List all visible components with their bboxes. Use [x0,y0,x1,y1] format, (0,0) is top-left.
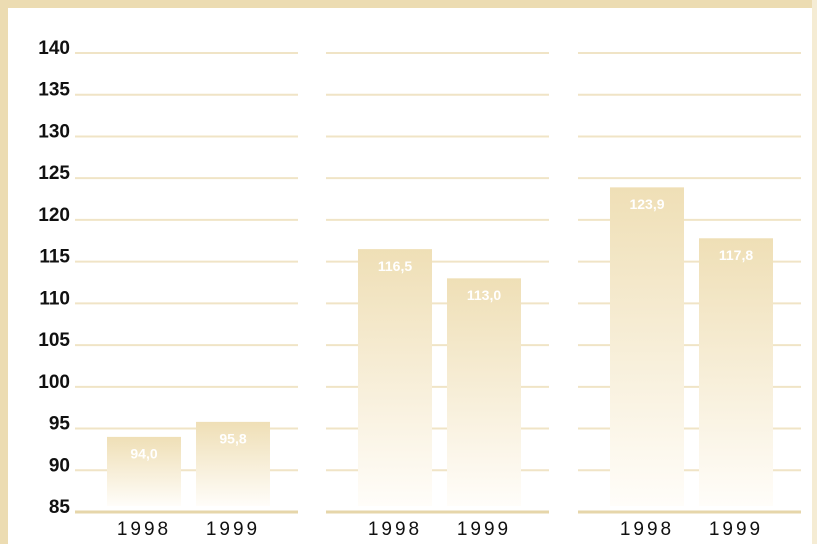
y-tick-label: 140 [38,38,70,59]
bar [196,421,270,506]
bar [447,278,521,506]
y-tick-label: 105 [38,330,70,351]
bar [610,187,684,506]
left-border [0,0,8,544]
value-label: 95,8 [219,431,246,447]
y-tick-label: 110 [39,288,70,309]
value-label: 113,0 [467,287,501,303]
x-tick-label: 1999 [206,519,260,540]
x-tick-label: 1998 [620,519,674,540]
value-label: 94,0 [130,446,157,462]
y-tick-label: 115 [39,247,70,268]
top-border [0,0,817,8]
value-label: 116,5 [378,258,412,274]
x-tick-label: 1999 [457,519,511,540]
x-tick-label: 1998 [117,519,171,540]
y-tick-label: 130 [38,121,70,142]
y-tick-label: 90 [49,455,70,476]
bar [107,436,181,506]
bar [699,238,773,506]
right-border [812,0,817,544]
y-tick-label: 125 [38,163,70,184]
y-tick-label: 95 [49,414,71,435]
y-tick-label: 85 [49,497,71,518]
y-tick-label: 135 [38,80,70,101]
y-tick-label: 100 [38,372,70,393]
value-label: 117,8 [719,247,753,263]
bar [358,249,432,507]
value-label: 123,9 [629,196,664,212]
x-tick-label: 1998 [368,519,422,540]
x-tick-label: 1999 [709,519,763,540]
y-tick-label: 120 [38,205,70,226]
